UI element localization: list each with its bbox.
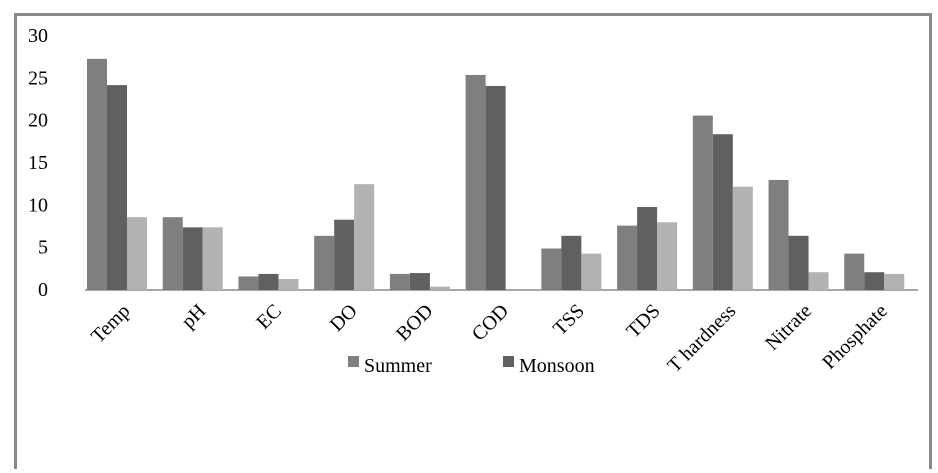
y-tick-label: 5	[38, 237, 48, 259]
chart-frame	[14, 13, 932, 469]
y-tick-label: 25	[28, 67, 48, 89]
bar-summer-tss	[541, 248, 562, 290]
bar-series-3-tds	[657, 222, 678, 290]
x-category-label: COD	[468, 300, 513, 345]
bar-series-3-ec	[278, 278, 299, 290]
legend-swatch-summer	[348, 356, 359, 367]
bar-series-3-tss	[581, 253, 602, 290]
bar-summer-temp	[87, 58, 107, 290]
bar-monsoon-ph	[182, 227, 203, 290]
x-category-label: T hardness	[663, 300, 740, 377]
legend-label-summer: Summer	[364, 355, 432, 377]
bar-series-3-ph	[202, 227, 223, 290]
bar-summer-phosphate	[844, 253, 865, 290]
y-tick-label: 10	[28, 194, 48, 216]
bar-series-3-temp	[127, 217, 147, 290]
bar-monsoon-cod	[485, 85, 506, 290]
bar-monsoon-tds	[637, 207, 658, 290]
x-category-label: BOD	[392, 300, 437, 345]
bar-summer-ec	[238, 276, 259, 290]
x-category-label: Nitrate	[761, 300, 816, 355]
bar-series-3-bod	[429, 286, 450, 290]
bar-summer-cod	[465, 74, 486, 291]
x-category-label: DO	[326, 300, 362, 336]
bar-summer-do	[314, 235, 335, 290]
bar-summer-bod	[389, 273, 410, 290]
x-category-label: pH	[177, 300, 210, 333]
x-category-label: EC	[252, 300, 286, 334]
bar-monsoon-phosphate	[864, 272, 885, 290]
x-category-label: Temp	[87, 300, 135, 348]
bar-summer-tds	[617, 225, 638, 290]
bar-monsoon-t-hardness	[712, 134, 733, 290]
x-category-label: Phosphate	[818, 300, 892, 374]
legend-label-monsoon: Monsoon	[519, 355, 595, 377]
bar-series-3-do	[354, 184, 375, 290]
bar-summer-t-hardness	[692, 115, 713, 290]
x-category-label: TSS	[549, 300, 589, 340]
bar-series-3-t-hardness	[732, 186, 753, 290]
bar-summer-nitrate	[768, 179, 789, 290]
legend-swatch-monsoon	[503, 356, 514, 367]
y-tick-label: 30	[28, 25, 48, 47]
bar-monsoon-nitrate	[788, 235, 809, 290]
bar-summer-ph	[162, 217, 183, 290]
y-tick-label: 20	[28, 110, 48, 132]
bar-monsoon-temp	[107, 85, 127, 291]
bar-monsoon-tss	[561, 235, 582, 290]
x-category-label: TDS	[622, 300, 664, 342]
bar-series-3-phosphate	[884, 273, 905, 290]
bar-monsoon-bod	[409, 273, 430, 290]
bar-series-3-nitrate	[808, 272, 829, 290]
y-tick-label: 0	[38, 279, 48, 301]
y-tick-label: 15	[28, 152, 48, 174]
bar-monsoon-do	[334, 219, 355, 290]
bar-monsoon-ec	[258, 273, 279, 290]
